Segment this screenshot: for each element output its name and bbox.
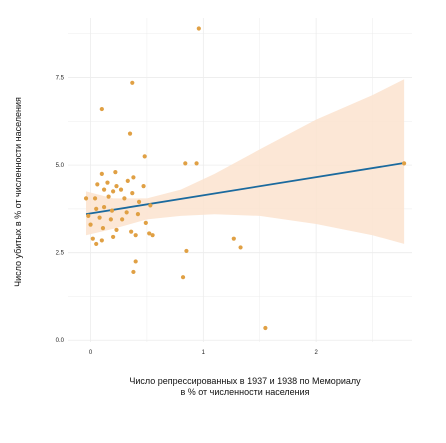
data-point	[133, 233, 138, 238]
data-point	[130, 80, 135, 85]
data-points	[83, 26, 407, 331]
data-point	[238, 245, 243, 250]
data-point	[142, 154, 147, 159]
data-point	[231, 236, 236, 241]
data-point	[184, 248, 189, 254]
data-point	[97, 215, 102, 220]
data-point	[111, 234, 116, 240]
data-point	[143, 220, 148, 226]
data-point	[125, 178, 130, 183]
data-point	[131, 175, 136, 180]
x-tick-label: 2	[314, 350, 318, 356]
confidence-band	[86, 79, 405, 244]
data-point	[90, 236, 95, 241]
x-axis-title-line-2: в % от численности населения	[180, 387, 309, 397]
regression-line	[85, 162, 405, 216]
data-point	[122, 196, 127, 201]
x-tick-label: 1	[202, 350, 206, 356]
data-point	[135, 212, 141, 217]
data-point	[92, 196, 98, 201]
data-point	[86, 213, 91, 219]
data-point	[263, 325, 268, 331]
data-point	[99, 171, 104, 176]
data-point	[118, 187, 124, 192]
y-tick-label: 7.5	[56, 76, 65, 82]
y-tick-label: 0.0	[56, 338, 65, 344]
data-point	[147, 231, 152, 236]
data-point	[127, 131, 133, 136]
data-point	[402, 161, 407, 166]
data-point	[131, 269, 136, 275]
data-point	[109, 208, 115, 213]
x-tick-label: 0	[89, 350, 93, 356]
data-point	[106, 194, 111, 199]
data-point	[94, 206, 99, 211]
data-point	[100, 226, 106, 231]
data-point	[99, 106, 104, 112]
data-point	[101, 205, 107, 210]
data-point	[95, 182, 100, 187]
data-point	[136, 199, 142, 204]
data-point	[113, 170, 118, 175]
data-point	[133, 259, 138, 264]
y-tick-label: 5.0	[56, 163, 65, 169]
data-point	[129, 229, 134, 234]
data-point	[150, 233, 155, 238]
data-point	[114, 184, 119, 189]
y-axis-title: Число убитых в % от численности населени…	[13, 97, 23, 287]
x-tick-labels: 0 1 2	[89, 350, 319, 356]
data-point	[194, 161, 199, 166]
data-point	[105, 180, 110, 185]
data-point	[130, 191, 135, 196]
data-point	[99, 238, 104, 243]
data-point	[196, 26, 201, 31]
data-point	[88, 222, 93, 227]
data-point	[101, 187, 107, 192]
data-point	[183, 161, 188, 166]
data-point	[108, 217, 113, 222]
data-point	[148, 203, 153, 208]
y-tick-label: 2.5	[56, 251, 65, 257]
y-tick-labels: 0.0 2.5 5.0 7.5	[56, 76, 65, 345]
data-point	[111, 189, 116, 194]
data-point	[180, 275, 186, 280]
data-point	[83, 196, 89, 201]
data-point	[120, 217, 125, 222]
data-point	[124, 210, 129, 215]
x-axis-title-line-1: Число репрессированных в 1937 и 1938 по …	[129, 376, 361, 386]
data-point	[114, 227, 119, 233]
data-point	[94, 241, 99, 247]
data-point	[141, 184, 146, 189]
